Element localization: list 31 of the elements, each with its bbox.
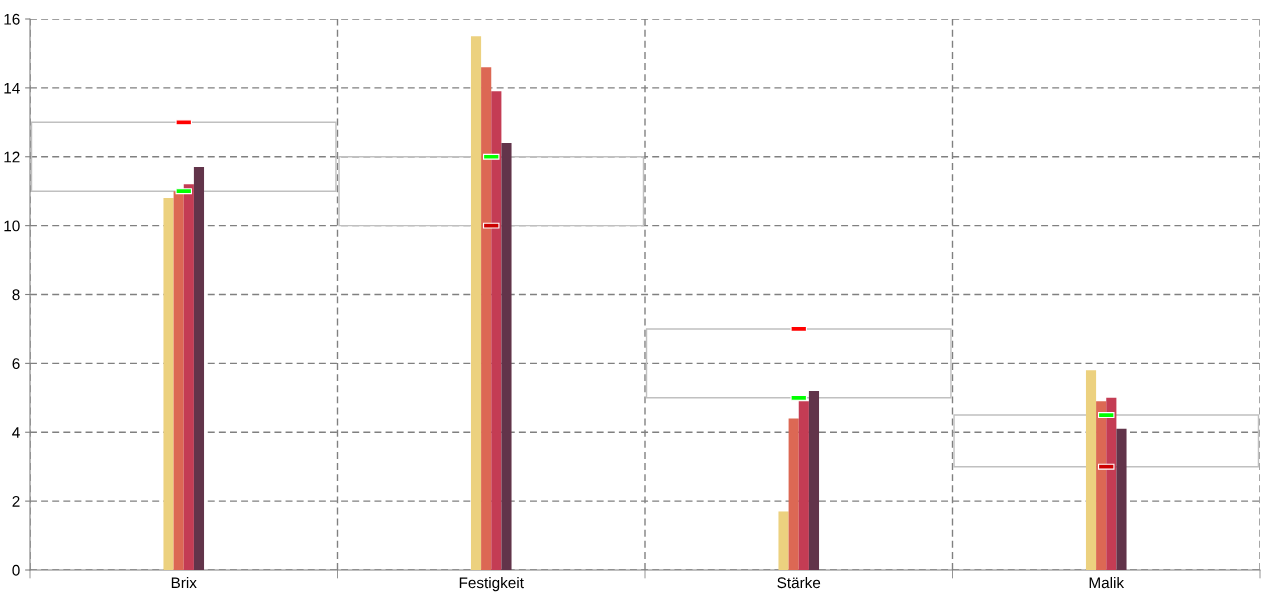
- y-tick-label: 4: [12, 427, 20, 438]
- bar: [808, 390, 820, 570]
- bar: [1116, 428, 1127, 570]
- bar: [778, 511, 789, 570]
- x-tick-label: Festigkeit: [459, 576, 524, 592]
- y-tick-label: 14: [4, 82, 20, 94]
- bar: [1096, 401, 1107, 570]
- bar: [491, 91, 502, 570]
- y-tick-label: 8: [12, 289, 20, 301]
- y-tick-label: 10: [4, 220, 20, 232]
- x-tick-label: Stärke: [777, 576, 821, 589]
- bar: [1085, 370, 1097, 570]
- bar: [501, 142, 512, 570]
- x-tick-label: Brix: [171, 576, 197, 589]
- bar: [470, 36, 482, 570]
- bar: [193, 167, 205, 570]
- bar: [788, 418, 799, 570]
- x-tick-label: Malik: [1089, 576, 1125, 589]
- bar: [183, 184, 194, 570]
- y-tick-label: 6: [12, 358, 20, 370]
- y-tick-label: 12: [4, 151, 20, 163]
- bar: [481, 67, 492, 570]
- y-tick-label: 16: [4, 13, 20, 25]
- y-tick-label: 2: [12, 495, 20, 507]
- bar: [645, 328, 952, 399]
- bar: [163, 198, 174, 570]
- y-tick-label: 0: [12, 564, 20, 576]
- bar: [798, 401, 809, 570]
- bar: [173, 191, 184, 570]
- bar: [1106, 397, 1117, 570]
- bar: [953, 414, 1260, 468]
